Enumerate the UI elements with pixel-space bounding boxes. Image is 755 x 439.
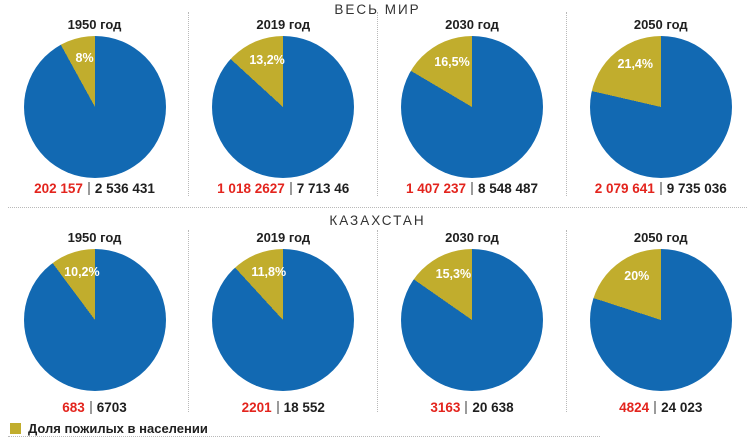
column-divider — [566, 12, 567, 196]
pie-percent-label: 20% — [624, 269, 650, 284]
elderly-value: 2 079 641 — [594, 181, 655, 196]
pie-panel-world-2019: 2019 год 13,2% 1 018 2627 7 713 46 — [189, 17, 378, 196]
column-divider — [566, 230, 567, 412]
pie-values: 683 6703 — [0, 400, 189, 415]
column-divider — [377, 12, 378, 196]
pie-panel-kz-2019: 2019 год 11,8% 2201 18 552 — [189, 230, 378, 415]
year-label: 2019 год — [256, 230, 311, 245]
legend-swatch-elderly — [10, 423, 21, 434]
pie-chart-world-2030: 16,5% — [401, 36, 543, 178]
pie-values: 1 018 2627 7 713 46 — [189, 181, 378, 196]
elderly-value: 202 157 — [34, 181, 83, 196]
pie-values: 2201 18 552 — [189, 400, 378, 415]
pie-chart-world-2050: 21,4% — [589, 36, 732, 178]
pie-panel-kz-2030: 2030 год 15,3% 3163 20 638 — [378, 230, 567, 415]
pie-percent-label: 13,2% — [249, 53, 285, 67]
pie-values: 202 157 2 536 431 — [0, 181, 189, 196]
pie-chart-kz-2050: 20% — [589, 249, 732, 391]
column-divider — [377, 230, 378, 412]
total-value: 8 548 487 — [478, 181, 539, 196]
section-divider — [8, 207, 747, 208]
value-separator — [659, 182, 662, 195]
pie-values: 2 079 641 9 735 036 — [566, 181, 755, 196]
column-divider — [188, 230, 189, 412]
year-label: 1950 год — [67, 17, 122, 32]
year-label: 2019 год — [256, 17, 311, 32]
pie-panel-kz-1950: 1950 год 10,2% 683 6703 — [0, 230, 189, 415]
bottom-divider — [8, 436, 600, 437]
total-value: 20 638 — [472, 400, 514, 415]
elderly-value: 4824 — [619, 400, 650, 415]
pie-chart-kz-2019: 11,8% — [212, 249, 355, 391]
total-value: 18 552 — [283, 400, 325, 415]
pie-percent-label: 21,4% — [617, 57, 654, 72]
pie-values: 1 407 237 8 548 487 — [378, 181, 567, 196]
year-label: 1950 год — [67, 230, 122, 245]
elderly-value: 3163 — [430, 400, 461, 415]
value-separator — [276, 401, 279, 414]
value-separator — [654, 401, 657, 414]
legend: Доля пожилых в населении — [10, 420, 208, 436]
year-label: 2030 год — [445, 230, 499, 245]
pie-panel-world-1950: 1950 год 8% 202 157 2 536 431 — [0, 17, 189, 196]
elderly-value: 2201 — [241, 400, 272, 415]
section-title-kazakhstan: КАЗАХСТАН — [329, 213, 426, 228]
year-label: 2050 год — [633, 17, 688, 32]
pie-percent-label: 8% — [75, 51, 94, 66]
pie-chart-world-2019: 13,2% — [212, 36, 355, 178]
total-value: 7 713 46 — [296, 181, 350, 196]
pie-values: 4824 24 023 — [566, 400, 755, 415]
value-separator — [89, 401, 92, 414]
value-separator — [465, 401, 468, 414]
elderly-value: 1 018 2627 — [217, 181, 285, 196]
year-label: 2030 год — [445, 17, 499, 32]
legend-label: Доля пожилых в населении — [28, 421, 208, 436]
total-value: 6703 — [96, 400, 127, 415]
pie-panel-world-2050: 2050 год 21,4% 2 079 641 9 735 036 — [566, 17, 755, 196]
pie-chart-kz-2030: 15,3% — [401, 249, 543, 391]
pie-percent-label: 11,8% — [251, 265, 287, 280]
pie-chart-kz-1950: 10,2% — [23, 249, 166, 391]
value-separator — [87, 182, 90, 195]
pie-panel-world-2030: 2030 год 16,5% 1 407 237 8 548 487 — [378, 17, 567, 196]
pie-percent-label: 15,3% — [435, 266, 472, 281]
pie-chart-world-1950: 8% — [23, 36, 166, 178]
pie-values: 3163 20 638 — [378, 400, 567, 415]
section-title-world: ВЕСЬ МИР — [334, 2, 421, 17]
year-label: 2050 год — [633, 230, 688, 245]
pie-percent-label: 10,2% — [64, 264, 100, 279]
elderly-value: 1 407 237 — [405, 181, 466, 196]
total-value: 9 735 036 — [666, 181, 727, 196]
pie-percent-label: 16,5% — [434, 54, 470, 69]
pie-panel-kz-2050: 2050 год 20% 4824 24 023 — [566, 230, 755, 415]
total-value: 2 536 431 — [94, 181, 155, 196]
value-separator — [289, 182, 292, 195]
value-separator — [471, 182, 473, 195]
elderly-value: 683 — [62, 400, 85, 415]
total-value: 24 023 — [661, 400, 703, 415]
column-divider — [188, 12, 189, 196]
